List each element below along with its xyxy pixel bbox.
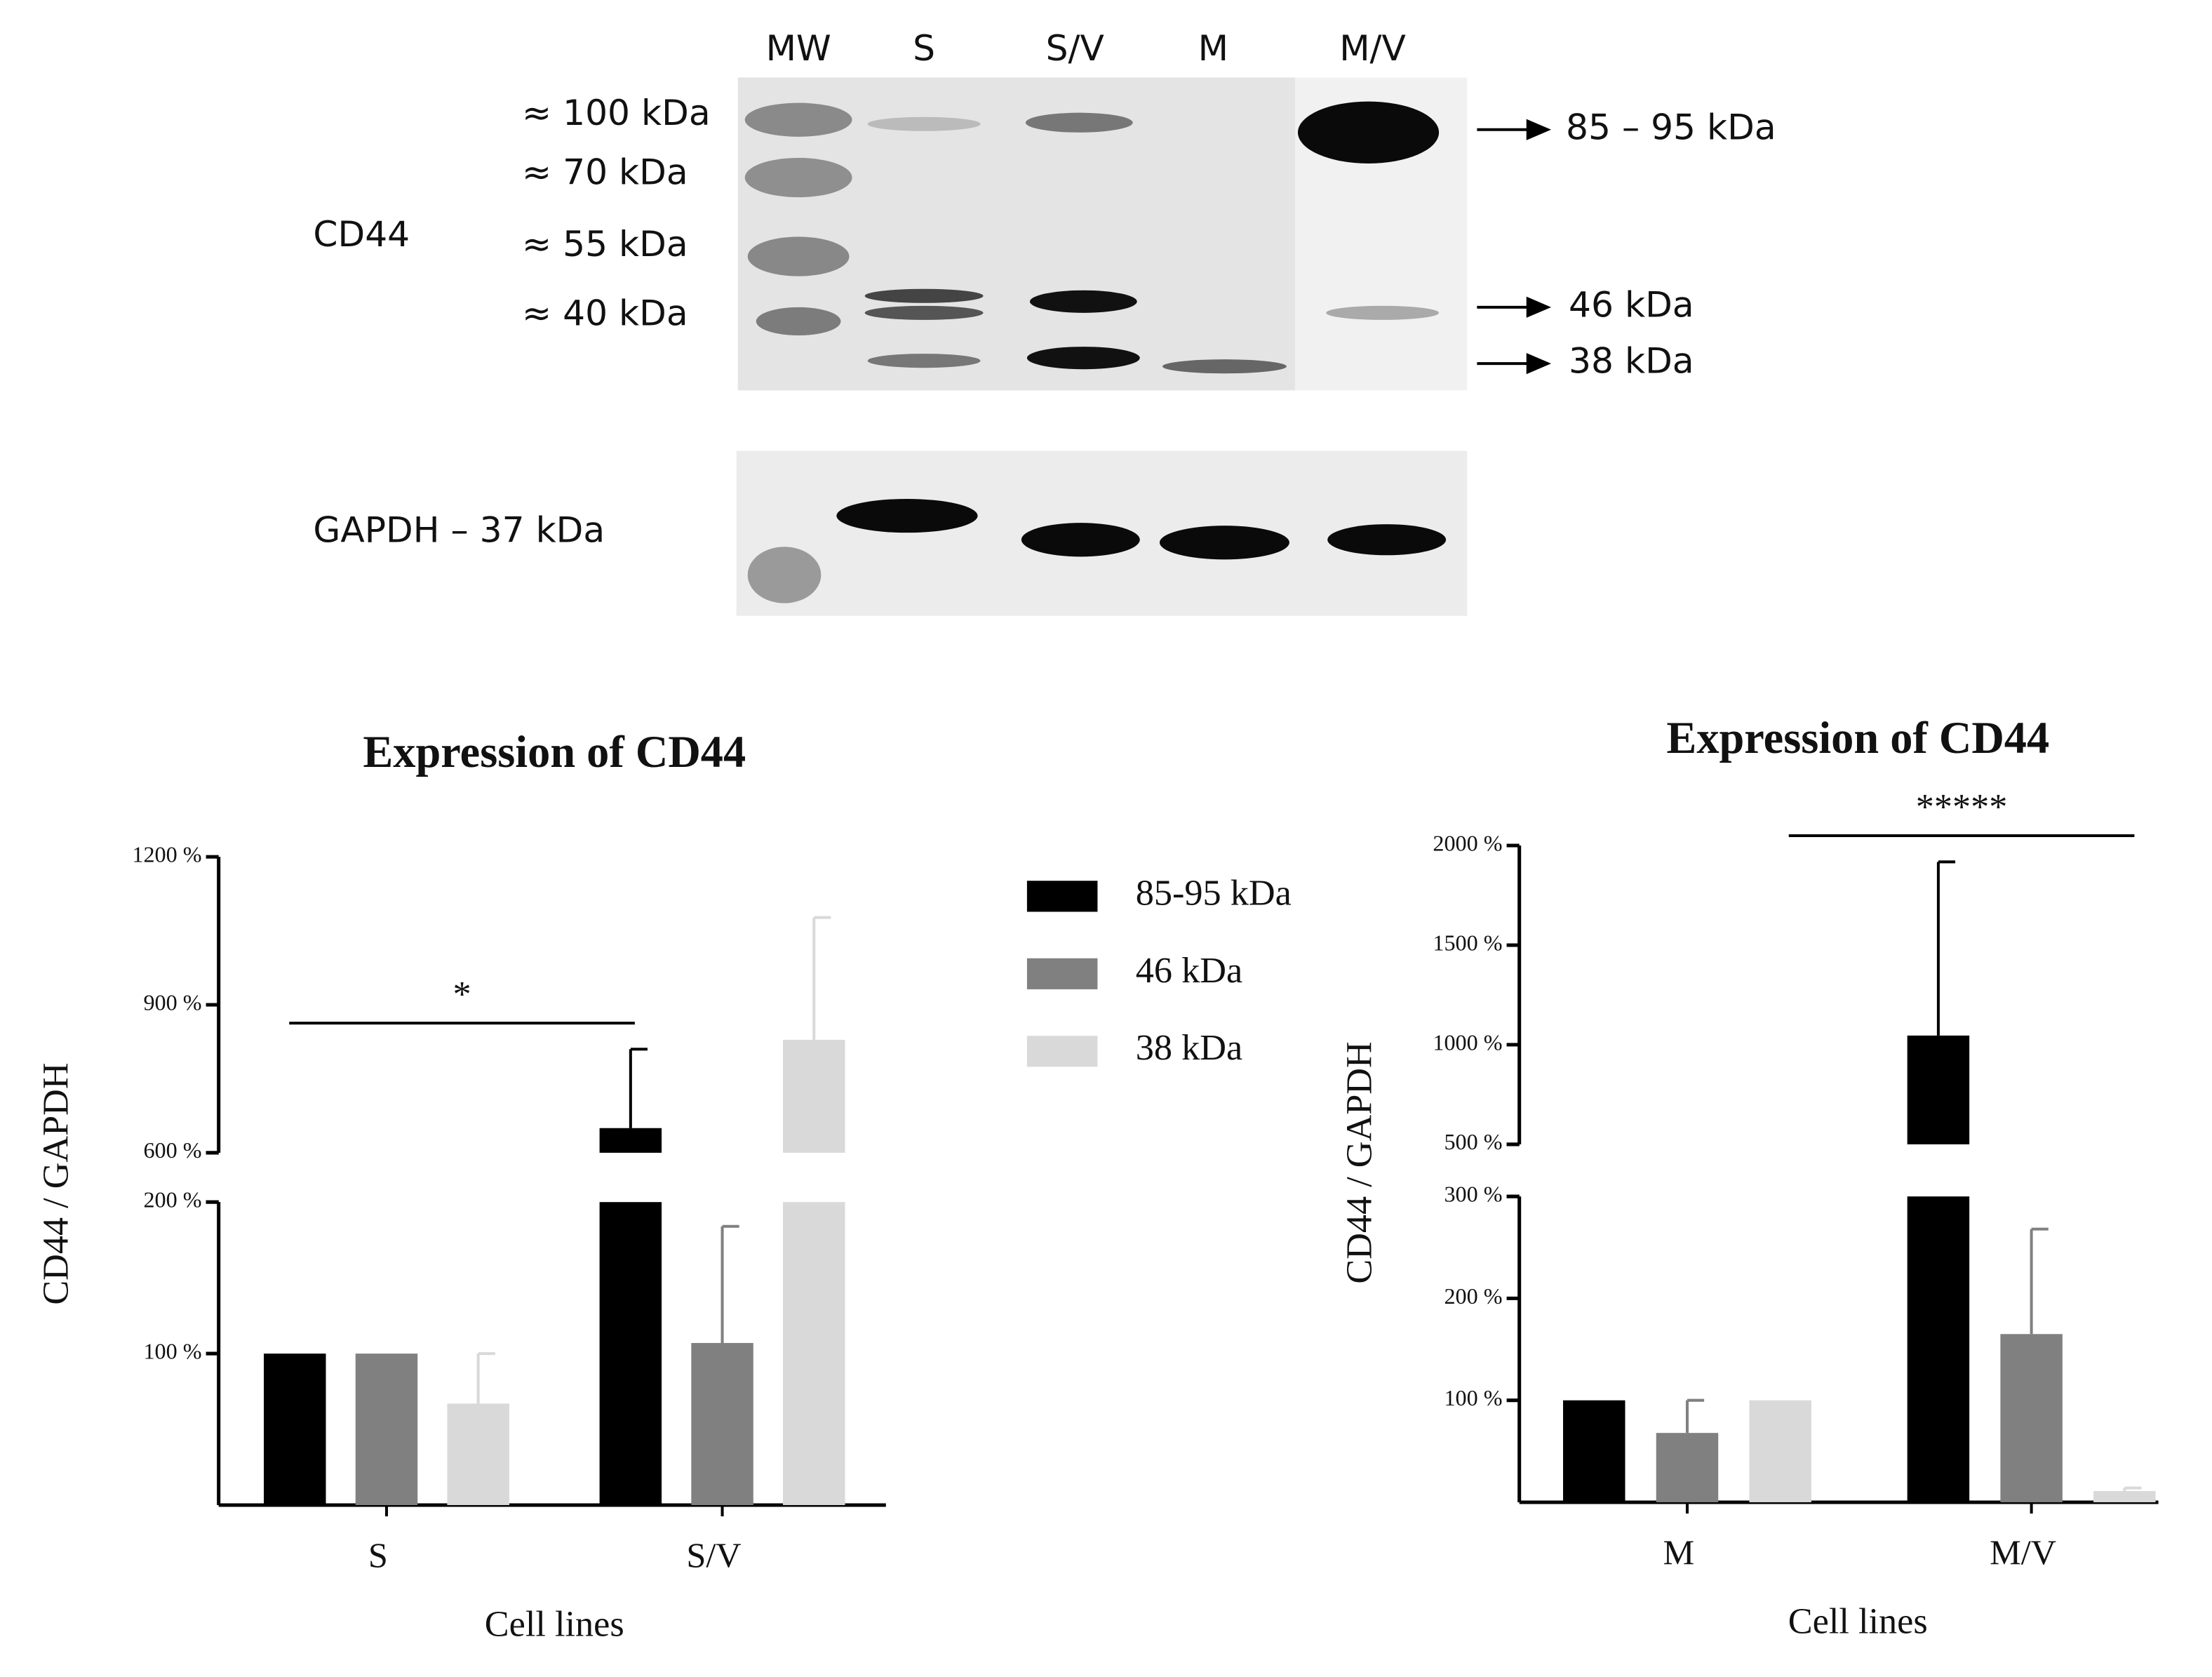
bar (783, 1039, 845, 1153)
x-tick-label: S (368, 1535, 388, 1575)
bar (1563, 1400, 1626, 1502)
y-tick-label: 1000 % (1433, 1029, 1502, 1055)
band-label: 85 – 95 kDa (1566, 106, 1776, 147)
band-label: 38 kDa (1569, 340, 1694, 382)
control-label: GAPDH – 37 kDa (313, 509, 605, 551)
legend-label: 46 kDa (1136, 950, 1242, 991)
x-tick-label: S/V (686, 1535, 741, 1575)
lane-label: S/V (1046, 27, 1104, 69)
marker-label: ≈ 40 kDa (522, 292, 688, 333)
y-tick-label: 500 % (1444, 1129, 1502, 1154)
blot-image (736, 77, 1468, 616)
significance-label: ***** (1916, 787, 2008, 827)
marker-label: ≈ 55 kDa (522, 223, 688, 265)
lane-label: S (913, 27, 935, 69)
bar (1749, 1400, 1811, 1502)
lane-label: MW (766, 27, 831, 69)
legend-swatch (1026, 881, 1098, 912)
legend-label: 38 kDa (1136, 1027, 1242, 1068)
x-axis-label: Cell lines (1788, 1601, 1928, 1642)
bar (2093, 1490, 2156, 1502)
x-tick-label: M (1663, 1532, 1695, 1572)
legend-swatch (1026, 958, 1098, 989)
marker-label: ≈ 100 kDa (522, 92, 711, 133)
significance-label: * (453, 974, 471, 1015)
bar (264, 1354, 326, 1505)
x-axis-label: Cell lines (485, 1604, 624, 1645)
chart-title: Expression of CD44 (363, 727, 746, 777)
bar (447, 1403, 509, 1505)
protein-label: CD44 (313, 213, 410, 255)
chart-title: Expression of CD44 (1666, 713, 2049, 763)
band-arrows (1477, 119, 1551, 375)
y-axis-label: CD44 / GAPDH (35, 1062, 76, 1304)
bar (1656, 1433, 1719, 1502)
y-tick-label: 100 % (143, 1338, 201, 1363)
bar (599, 1202, 662, 1505)
y-axis-label: CD44 / GAPDH (1339, 1041, 1379, 1283)
bar (1907, 1196, 1970, 1502)
bar (783, 1202, 845, 1505)
bar (355, 1354, 418, 1505)
y-tick-label: 900 % (143, 989, 201, 1015)
y-tick-label: 200 % (1444, 1283, 1502, 1309)
band-label: 46 kDa (1569, 283, 1694, 325)
lane-label: M/V (1339, 27, 1406, 69)
bar (1907, 1035, 1970, 1144)
y-tick-label: 1200 % (132, 841, 201, 867)
legend-swatch (1026, 1036, 1098, 1067)
legend-label: 85-95 kDa (1136, 872, 1292, 913)
lane-label: M (1198, 27, 1228, 69)
y-tick-label: 200 % (143, 1187, 201, 1212)
y-tick-label: 100 % (1444, 1385, 1502, 1410)
y-tick-label: 2000 % (1433, 830, 1502, 855)
y-tick-label: 1500 % (1433, 930, 1502, 955)
bar (599, 1128, 662, 1153)
y-tick-label: 300 % (1444, 1182, 1502, 1207)
marker-label: ≈ 70 kDa (522, 152, 688, 193)
x-tick-label: M/V (1990, 1532, 2056, 1572)
bar (691, 1342, 753, 1505)
y-tick-label: 600 % (143, 1137, 201, 1163)
bar (2000, 1334, 2063, 1502)
